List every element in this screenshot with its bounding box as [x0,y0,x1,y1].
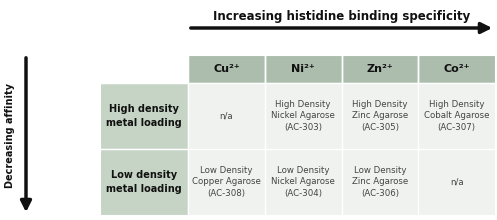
Text: Low Density
Zinc Agarose
(AC-306): Low Density Zinc Agarose (AC-306) [352,166,408,198]
Text: High Density
Zinc Agarose
(AC-305): High Density Zinc Agarose (AC-305) [352,100,408,132]
Bar [265,55,341,83]
Bar [188,83,265,149]
Text: n/a: n/a [450,178,463,187]
Bar [418,55,495,83]
Bar [265,149,341,215]
Text: Low density
metal loading: Low density metal loading [106,170,182,194]
Bar [100,83,188,149]
Bar [341,149,418,215]
Text: High density
metal loading: High density metal loading [106,104,182,128]
Bar [341,83,418,149]
Bar [100,149,188,215]
Text: Cu²⁺: Cu²⁺ [213,64,240,74]
Bar [188,55,265,83]
Bar [341,55,418,83]
Text: Zn²⁺: Zn²⁺ [366,64,393,74]
Text: High Density
Cobalt Agarose
(AC-307): High Density Cobalt Agarose (AC-307) [424,100,490,132]
Bar [418,149,495,215]
Text: High Density
Nickel Agarose
(AC-303): High Density Nickel Agarose (AC-303) [271,100,335,132]
Text: Low Density
Nickel Agarose
(AC-304): Low Density Nickel Agarose (AC-304) [271,166,335,198]
Text: Increasing histidine binding specificity: Increasing histidine binding specificity [213,10,470,23]
Text: Low Density
Copper Agarose
(AC-308): Low Density Copper Agarose (AC-308) [192,166,261,198]
Text: Ni²⁺: Ni²⁺ [291,64,315,74]
Text: Co²⁺: Co²⁺ [443,64,470,74]
Text: n/a: n/a [220,112,233,121]
Text: Decreasing affinity: Decreasing affinity [5,82,15,187]
Bar [418,83,495,149]
Bar [188,149,265,215]
Bar [265,83,341,149]
